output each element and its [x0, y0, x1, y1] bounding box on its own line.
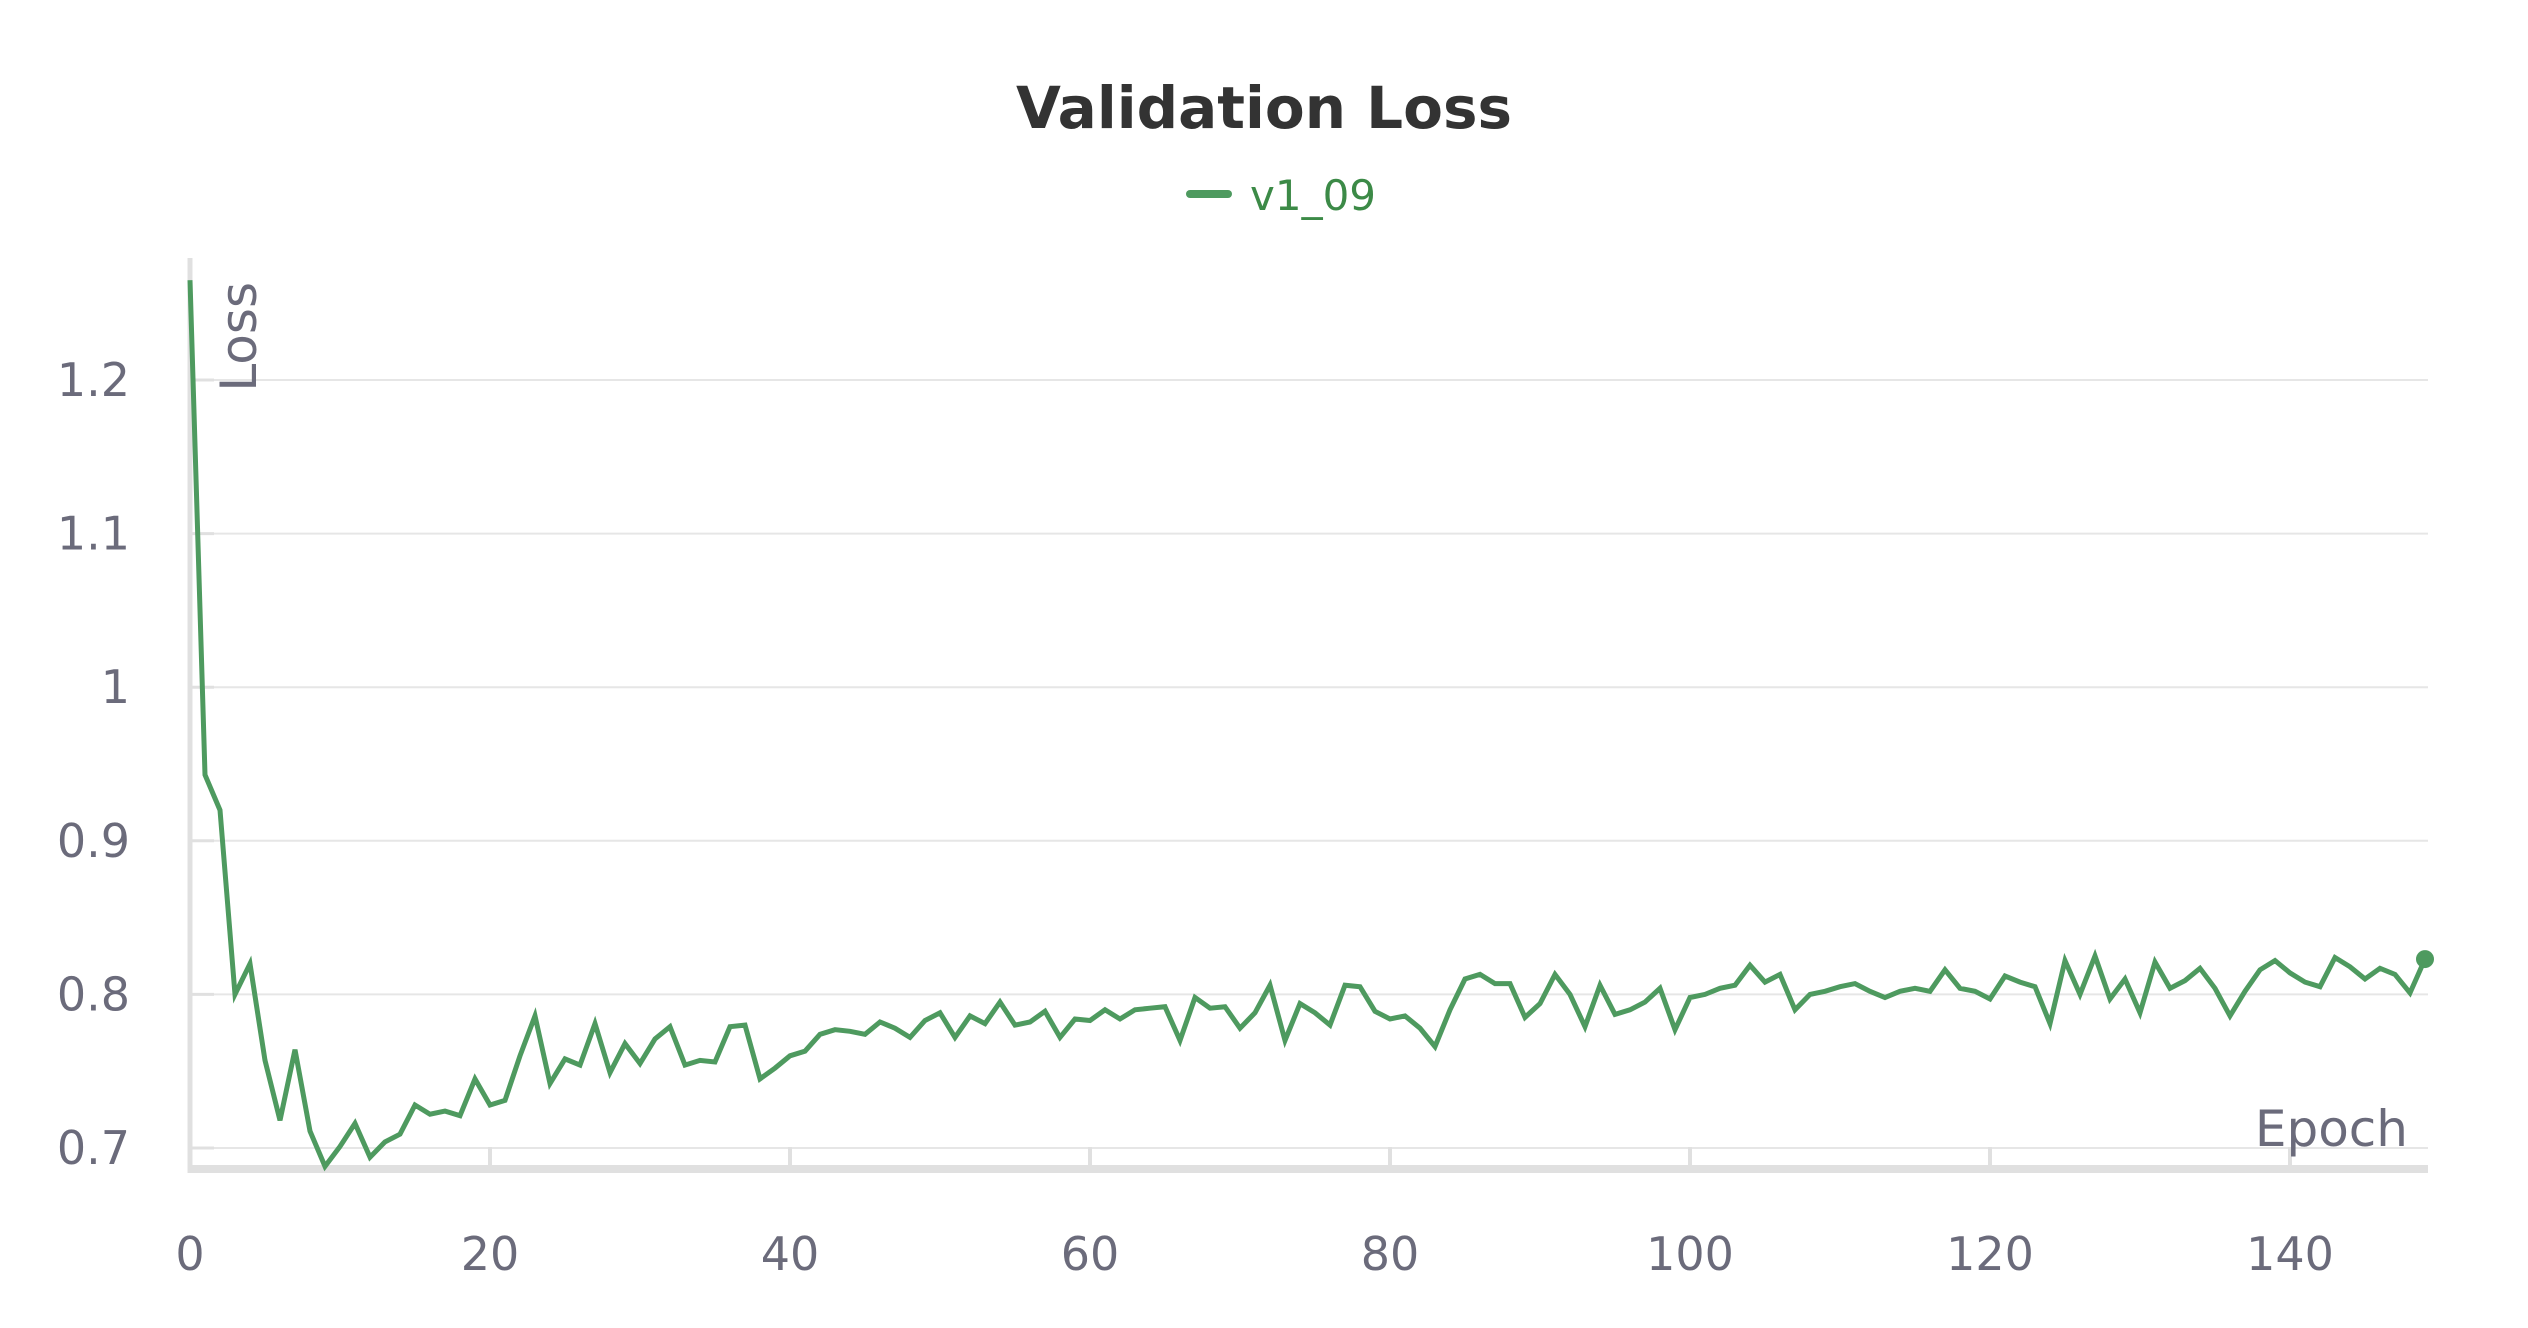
- y-tick-label: 0.9: [57, 814, 130, 868]
- series-layer: [187, 280, 2434, 1172]
- y-tick-label: 0.8: [57, 967, 130, 1021]
- x-tick-label: 40: [761, 1227, 820, 1281]
- text-layer: Validation Loss v1_09 Loss Epoch 0.7 0.8 0…: [57, 74, 2408, 1281]
- x-tick-label: 0: [175, 1227, 204, 1281]
- x-tick-label: 140: [2246, 1227, 2334, 1281]
- y-tick-label: 1.1: [57, 507, 130, 561]
- chart-title: Validation Loss: [1016, 74, 1512, 142]
- series-line-v1_09: [187, 280, 2428, 1172]
- x-tick-label: 100: [1646, 1227, 1734, 1281]
- y-axis-label: Loss: [210, 282, 268, 392]
- x-tick-label: 60: [1061, 1227, 1120, 1281]
- y-tick-label: 1.2: [57, 353, 130, 407]
- series-endpoint-marker: [2416, 950, 2434, 969]
- x-tick-label: 80: [1361, 1227, 1420, 1281]
- grid-lines: [190, 379, 2428, 1149]
- x-tick-label: 120: [1946, 1227, 2034, 1281]
- x-tick-label: 20: [461, 1227, 520, 1281]
- legend-label-v1_09: v1_09: [1250, 171, 1376, 220]
- y-tick-label: 1: [101, 660, 130, 714]
- y-tick-label: 0.7: [57, 1121, 130, 1175]
- x-axis-label: Epoch: [2255, 1100, 2408, 1158]
